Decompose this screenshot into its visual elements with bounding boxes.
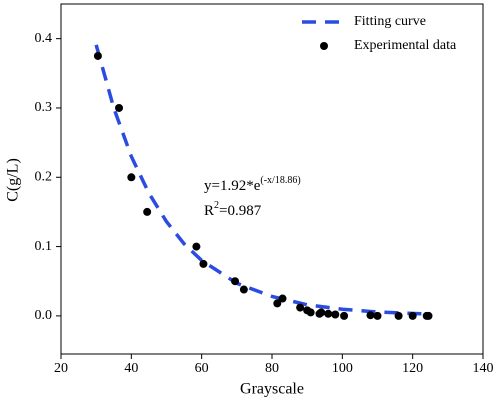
y-axis-label: C(g/L): [5, 158, 22, 202]
data-point: [366, 311, 375, 320]
data-point: [278, 294, 287, 303]
y-tick-label: 0.3: [35, 100, 53, 115]
data-point: [199, 259, 208, 268]
legend-label: Experimental data: [354, 38, 457, 53]
r-base: R: [204, 203, 214, 219]
data-point: [127, 173, 136, 182]
equation-exponent: (-x/18.86): [260, 175, 300, 186]
legend-label: Fitting curve: [354, 14, 426, 29]
data-point: [373, 311, 382, 320]
legend-swatch: [320, 42, 328, 50]
r-value: =0.987: [219, 203, 262, 219]
data-point: [424, 311, 433, 320]
y-tick-label: 0.0: [35, 308, 53, 323]
data-point: [340, 311, 349, 320]
r-exponent: 2: [214, 200, 219, 211]
fit-equation: y=1.92*e(-x/18.86): [204, 175, 301, 194]
y-tick-label: 0.2: [35, 169, 53, 184]
data-point: [93, 51, 102, 60]
data-point: [324, 309, 333, 318]
equation-base: y=1.92*e: [204, 178, 261, 194]
r-squared: R2=0.987: [204, 200, 262, 219]
data-point: [231, 277, 240, 286]
data-point: [115, 103, 124, 112]
x-tick-label: 120: [402, 361, 423, 376]
y-tick-label: 0.1: [35, 239, 53, 254]
x-axis-label: Grayscale: [240, 381, 304, 398]
data-point: [273, 299, 282, 308]
x-tick-label: 20: [54, 361, 68, 376]
x-tick-label: 80: [265, 361, 279, 376]
x-tick-label: 140: [473, 361, 494, 376]
data-point: [192, 242, 201, 251]
data-point: [143, 207, 152, 216]
x-tick-label: 40: [124, 361, 138, 376]
data-point: [331, 310, 340, 319]
data-point: [408, 311, 417, 320]
y-tick-label: 0.4: [35, 31, 53, 46]
data-point: [317, 308, 326, 317]
x-tick-label: 60: [195, 361, 209, 376]
data-point: [394, 311, 403, 320]
data-point: [306, 308, 315, 317]
data-point: [296, 303, 305, 312]
data-point: [239, 285, 248, 294]
x-tick-label: 100: [332, 361, 353, 376]
